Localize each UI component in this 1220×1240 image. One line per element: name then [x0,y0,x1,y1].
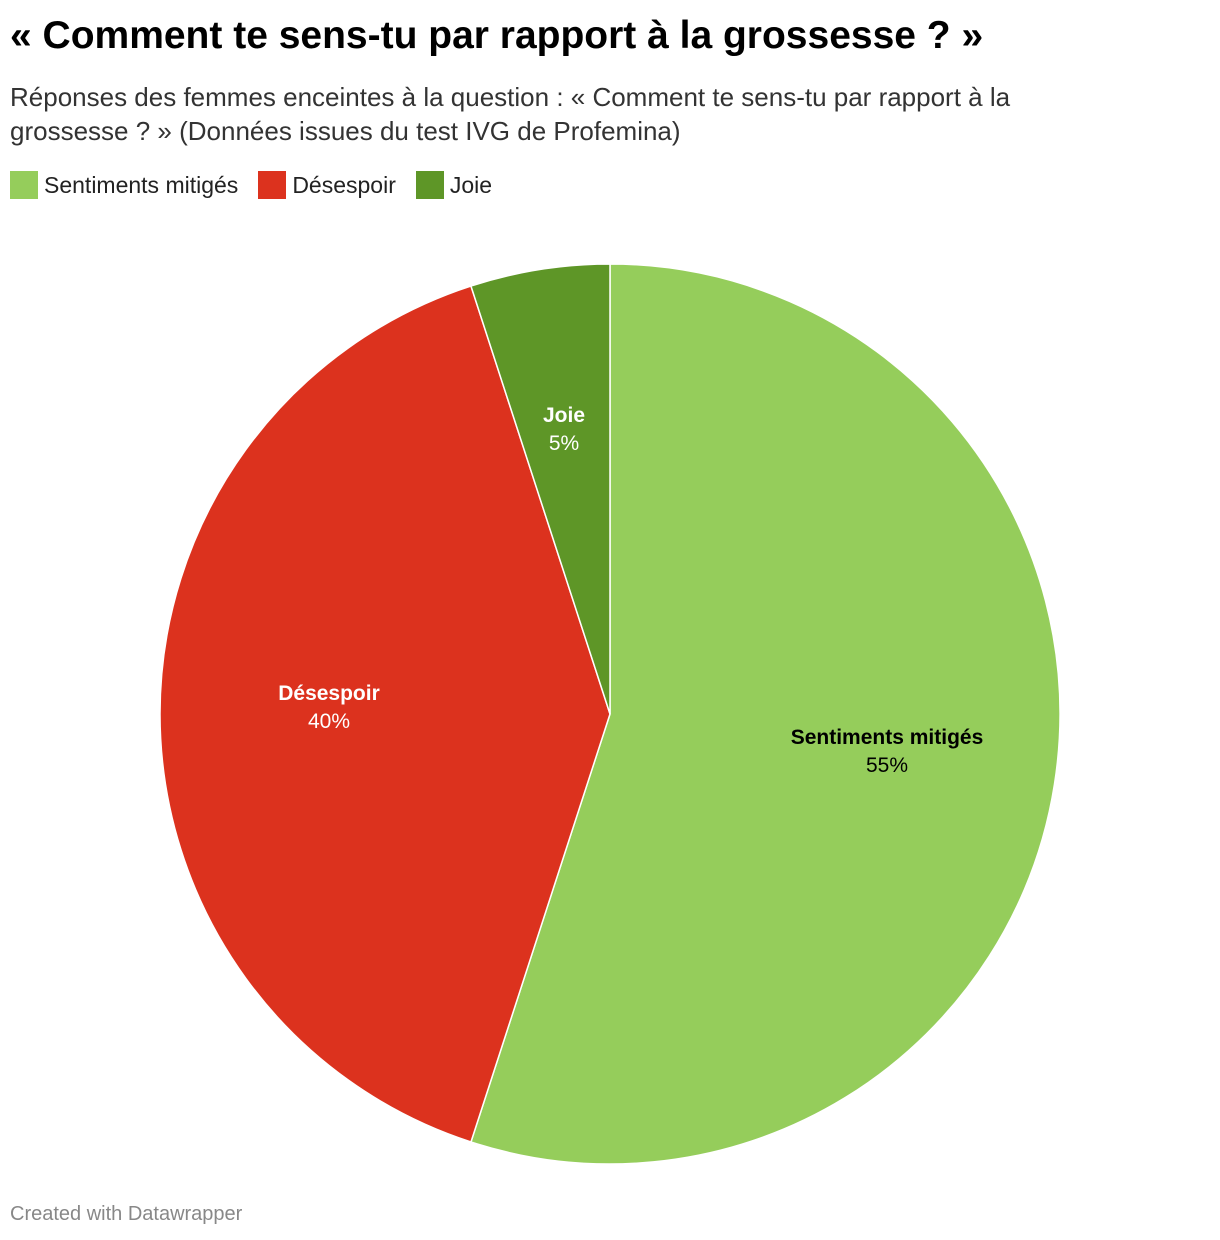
chart-subtitle: Réponses des femmes enceintes à la quest… [10,82,1011,146]
legend-label: Désespoir [292,171,396,198]
legend-item-joie: Joie [415,171,493,199]
slice-label-name: Désespoir [278,682,380,705]
legend-swatch [415,171,444,199]
slice-label-value: 55% [866,754,908,777]
slice-label-value: 40% [308,710,350,733]
pie-slice-0 [470,263,1061,1165]
legend-swatch [10,171,38,199]
legend-item-sentiments-mitiges: Sentiments mitigés [10,171,238,199]
legend-label: Joie [449,171,493,198]
slice-label-value: 5% [549,432,579,455]
legend-label: Sentiments mitigés [44,171,239,198]
slice-label-name: Sentiments mitigés [791,726,984,749]
slice-label-name: Joie [543,404,585,427]
legend-item-desespoir: Désespoir [258,171,396,199]
legend: Sentiments mitigés Désespoir Joie [10,168,512,202]
pie-slice-2 [470,263,611,715]
chart-title: « Comment te sens-tu par rapport à la gr… [10,14,984,57]
footer-credit: Created with Datawrapper [10,1203,243,1225]
pie-slice-1 [159,285,611,1143]
legend-swatch [258,171,287,199]
